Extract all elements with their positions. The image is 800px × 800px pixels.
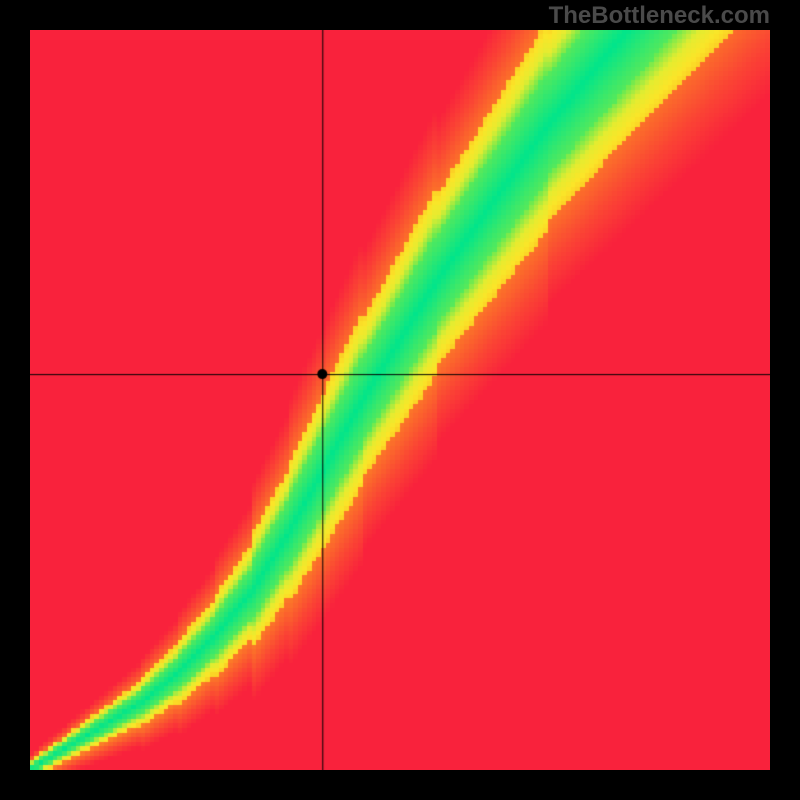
bottleneck-heatmap — [30, 30, 770, 770]
chart-container: TheBottleneck.com — [0, 0, 800, 800]
watermark-text: TheBottleneck.com — [549, 2, 770, 30]
